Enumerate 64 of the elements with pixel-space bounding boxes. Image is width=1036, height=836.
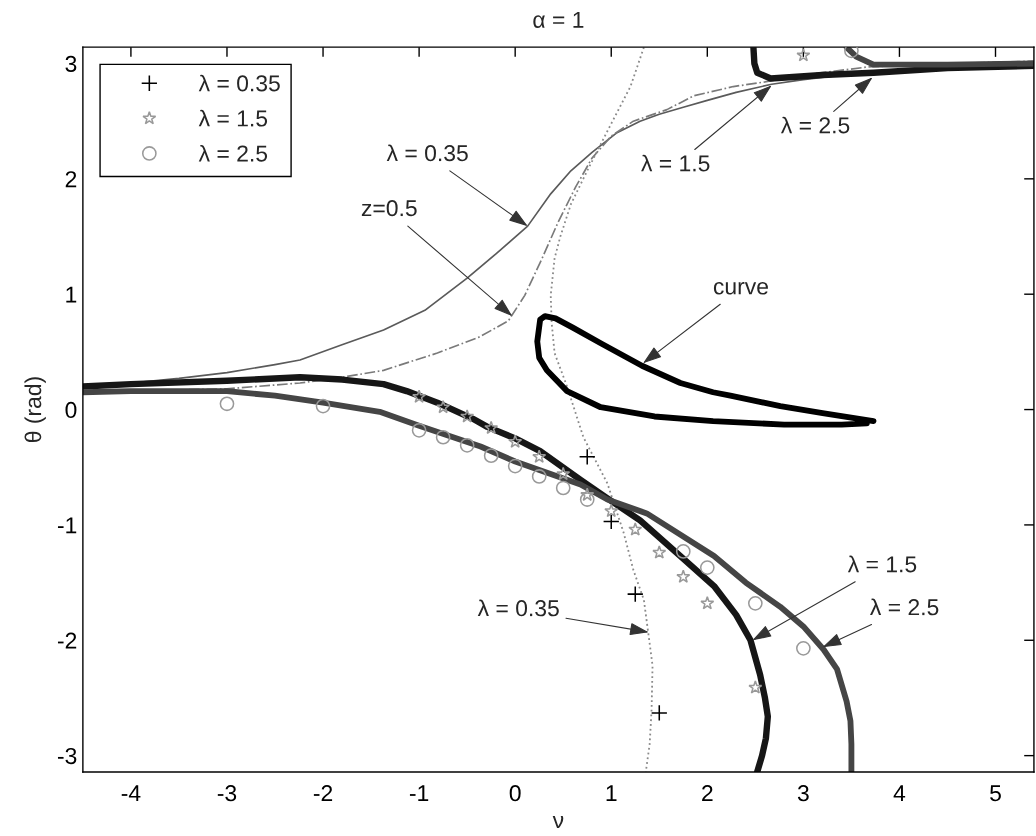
point: [219, 396, 235, 412]
point: [532, 449, 547, 463]
point: [483, 448, 499, 464]
point: [676, 569, 691, 583]
annotation: λ = 1.5: [641, 154, 710, 172]
y-axis-title: θ (rad): [24, 377, 46, 443]
point: [460, 409, 475, 423]
point: [602, 513, 620, 530]
point: [436, 399, 451, 414]
x-tick-label: 3: [797, 785, 809, 802]
annotation: λ = 2.5: [780, 116, 850, 134]
x-tick-label: -1: [409, 785, 429, 802]
point: [507, 458, 523, 474]
point: [315, 398, 331, 414]
point: [796, 48, 811, 62]
point: [435, 429, 451, 445]
x-tick-label: -2: [313, 785, 333, 802]
point: [508, 434, 523, 448]
point: [747, 595, 763, 611]
legend-label: λ = 2.5: [198, 144, 268, 162]
annotation: z=0.5: [361, 200, 417, 217]
point: [555, 480, 571, 496]
annotation: λ = 0.35: [386, 144, 468, 162]
x-tick-label: -3: [217, 785, 237, 802]
point: [578, 448, 596, 466]
x-tick-label: 5: [990, 785, 1001, 802]
point: [699, 560, 715, 575]
point: [531, 469, 547, 484]
point: [652, 545, 667, 559]
y-tick-label: -1: [57, 517, 77, 534]
point: [650, 704, 668, 722]
x-axis-title: ν: [552, 815, 564, 828]
point: [626, 585, 644, 603]
legend-label: λ = 1.5: [198, 109, 268, 127]
annotation: λ = 2.5: [870, 598, 939, 616]
point: [579, 492, 595, 507]
annotation: λ = 0.35: [477, 599, 559, 617]
point: [628, 522, 643, 536]
point: [459, 437, 475, 453]
y-tick-label: 3: [65, 55, 77, 73]
point: [484, 420, 499, 435]
y-tick-label: 2: [65, 171, 77, 188]
legend-label: λ = 0.35: [198, 74, 280, 92]
y-tick-label: 1: [66, 286, 77, 303]
x-tick-label: 0: [509, 785, 521, 802]
point: [748, 680, 763, 694]
point: [412, 389, 427, 403]
point: [411, 422, 427, 438]
x-tick-label: -4: [121, 785, 141, 802]
point: [700, 595, 715, 610]
x-tick-label: 1: [606, 785, 617, 802]
y-tick-label: 0: [65, 401, 77, 419]
annotation: λ = 1.5: [847, 555, 917, 573]
point: [675, 544, 691, 559]
x-tick-label: 2: [702, 785, 713, 802]
y-tick-label: -3: [57, 747, 77, 765]
x-tick-label: 4: [893, 785, 906, 802]
annotation: curve: [713, 282, 768, 295]
point: [604, 503, 619, 518]
point: [580, 487, 595, 502]
y-tick-label: -2: [57, 632, 77, 649]
point: [796, 640, 811, 656]
point: [556, 466, 571, 481]
chart-title: α = 1: [533, 11, 584, 28]
